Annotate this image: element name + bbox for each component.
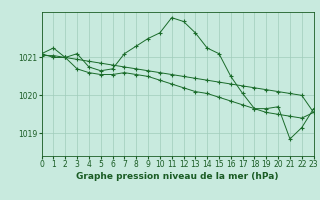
X-axis label: Graphe pression niveau de la mer (hPa): Graphe pression niveau de la mer (hPa): [76, 172, 279, 181]
